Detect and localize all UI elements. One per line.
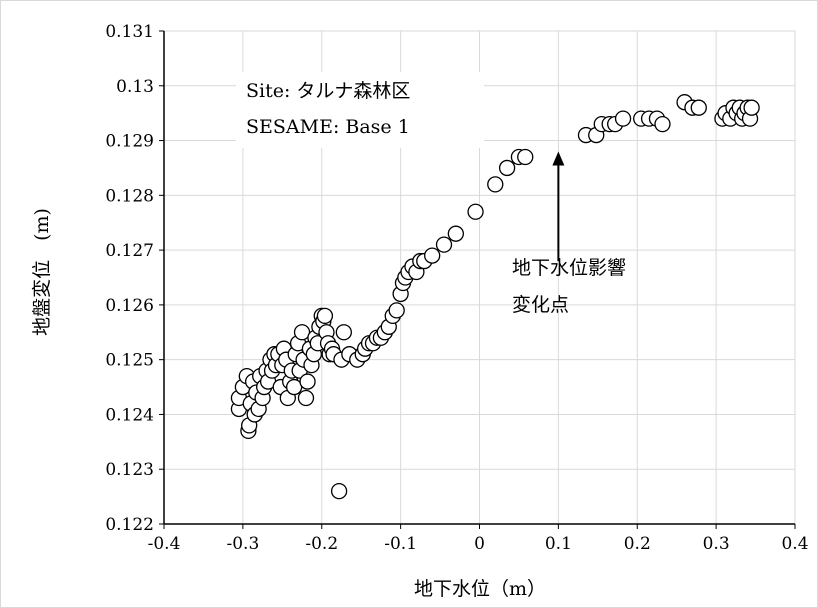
data-point: [424, 247, 441, 264]
data-point: [517, 148, 534, 166]
x-tick-label: 0.1: [545, 534, 572, 554]
y-tick-label: 0.124: [105, 405, 154, 425]
arrow-label-line1: 地下水位影響: [512, 257, 626, 279]
tick-labels: -0.4 -0.3 -0.2 -0.1 0 0.1 0.2 0.3 0.4 0.122 0.123 0…: [105, 22, 808, 554]
data-point: [690, 99, 707, 116]
data-point: [299, 373, 316, 390]
x-tick-label: 0.3: [703, 534, 730, 554]
data-point: [467, 203, 484, 220]
data-point: [498, 159, 516, 177]
data-point: [285, 378, 303, 396]
data-point: [293, 324, 311, 341]
data-point: [487, 176, 504, 193]
site-label-line1: Site: タルナ森林区: [246, 80, 410, 102]
x-tick-label: -0.2: [305, 534, 338, 554]
data-point: [654, 115, 671, 133]
site-label-line2: SESAME: Base 1: [246, 116, 410, 138]
data-point: [447, 225, 464, 242]
x-tick-label: -0.3: [226, 534, 259, 554]
x-tick-label: 0.2: [624, 534, 651, 554]
site-label-box: [236, 72, 484, 148]
arrow-label-line2: 変化点: [512, 294, 569, 316]
data-points: [230, 94, 760, 500]
data-point: [388, 302, 405, 319]
data-point: [614, 110, 632, 127]
y-tick-label: 0.129: [105, 132, 154, 152]
axes: [159, 30, 796, 529]
arrow-head: [552, 151, 565, 166]
x-tick-label: 0: [474, 534, 485, 554]
x-axis-title: 地下水位（m）: [414, 578, 546, 600]
data-point: [316, 307, 334, 324]
y-tick-label: 0.123: [105, 460, 154, 480]
y-tick-label: 0.127: [105, 241, 154, 261]
y-tick-label: 0.126: [105, 296, 154, 316]
y-axis-title: 地盤変位 (m): [31, 208, 53, 336]
change-point-arrow: [552, 151, 565, 262]
y-tick-label: 0.131: [105, 22, 154, 42]
y-tick-label: 0.128: [105, 186, 154, 206]
x-tick-label: -0.1: [384, 534, 417, 554]
data-point: [743, 99, 760, 116]
data-point: [435, 236, 453, 253]
y-tick-label: 0.125: [105, 351, 154, 371]
y-tick-label: 0.122: [105, 515, 154, 535]
x-tick-label: -0.4: [148, 534, 181, 554]
x-tick-label: 0.4: [781, 534, 808, 554]
y-tick-label: 0.13: [116, 77, 154, 97]
data-point: [297, 389, 315, 407]
data-point: [335, 324, 352, 341]
data-point: [330, 482, 348, 500]
